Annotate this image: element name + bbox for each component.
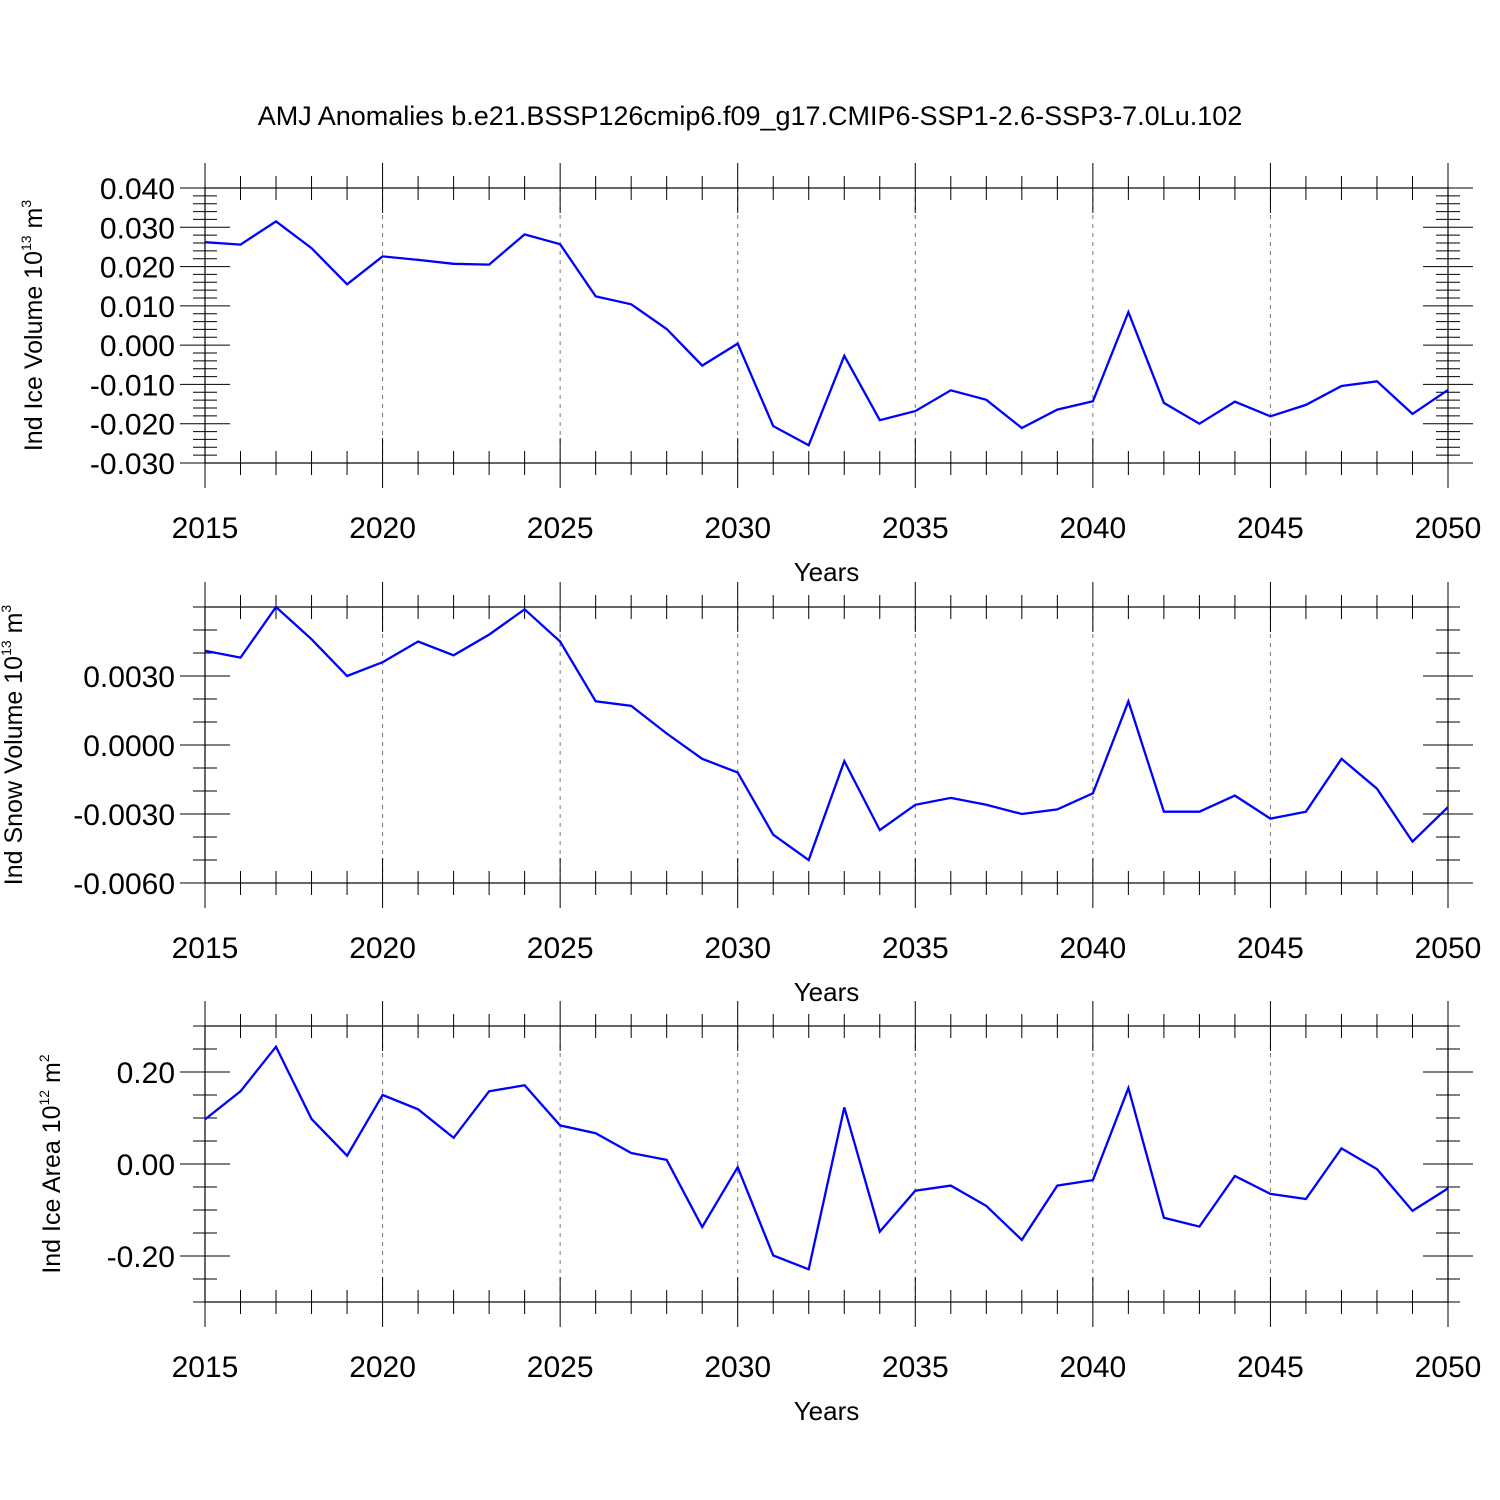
y-tick-label: -0.0030 [73,799,175,832]
x-tick-label: 2020 [349,932,416,965]
x-tick-label: 2025 [527,1351,594,1384]
y-tick-label: 0.0030 [83,661,175,694]
y-axis-title-text: Ind Ice Area 10 [38,1105,66,1273]
x-tick-label: 2035 [882,1351,949,1384]
x-tick-label: 2020 [349,1351,416,1384]
panel-ice-area: 2015 2020 2025 2030 2035 2040 2045 2050 Years -0.… [36,1001,1481,1426]
y-axis-title: Ind Snow Volume 1013 m3 [0,605,28,886]
x-tick-label: 2050 [1415,1351,1482,1384]
y-tick-label: -0.010 [90,369,175,402]
x-tick-label: 2050 [1415,932,1482,965]
x-tick-label: 2045 [1237,932,1304,965]
x-tick-label: 2030 [704,512,771,545]
x-tick-label: 2030 [704,932,771,965]
series-line [204,605,1449,862]
x-tick-label: 2030 [704,1351,771,1384]
y-tick-label: 0.010 [100,291,175,324]
y-axis-title-unit: m [38,1062,66,1090]
x-tick-label: 2025 [527,512,594,545]
x-axis-title: Years [794,977,860,1007]
y-tick-label: 0.040 [100,173,175,206]
y-axis-title-exponent: 13 [18,235,34,251]
y-tick-label: -0.030 [90,448,175,481]
y-tick-label: 0.020 [100,252,175,285]
x-tick-label: 2035 [882,932,949,965]
y-axis-title: Ind Ice Volume 1013 m3 [18,200,48,452]
y-axis-title-unit-exponent: 3 [0,605,14,613]
x-tick-label: 2025 [527,932,594,965]
panel-snow-volume: 2015 2020 2025 2030 2035 2040 2045 2050 Years -0.… [0,582,1481,1007]
x-tick-label: 2050 [1415,512,1482,545]
y-axis-title-unit: m [20,208,48,236]
y-tick-label: 0.20 [117,1057,175,1090]
x-tick-label: 2015 [172,1351,239,1384]
y-tick-label: 0.000 [100,330,175,363]
x-tick-label: 2015 [172,932,239,965]
y-axis-title-unit: m [0,613,28,641]
plot-frame [204,187,1449,464]
x-tick-label: 2015 [172,512,239,545]
y-axis-title-unit-exponent: 3 [18,200,34,208]
y-tick-label: -0.020 [90,409,175,442]
series-line [204,219,1449,447]
x-tick-label: 2020 [349,512,416,545]
figure-title: AMJ Anomalies b.e21.BSSP126cmip6.f09_g17… [258,101,1243,131]
y-axis-title-exponent: 13 [0,640,14,656]
series-line [204,1044,1449,1271]
x-axis-title: Years [794,1396,860,1426]
x-tick-label: 2040 [1059,932,1126,965]
x-tick-label: 2045 [1237,512,1304,545]
y-tick-label: -0.0060 [73,868,175,901]
y-axis-title-text: Ind Snow Volume 10 [0,656,28,885]
x-tick-label: 2040 [1059,512,1126,545]
y-tick-label: -0.20 [107,1241,175,1274]
y-tick-label: 0.0000 [83,730,175,763]
y-axis-title-text: Ind Ice Volume 10 [20,251,48,451]
x-tick-label: 2045 [1237,1351,1304,1384]
x-tick-label: 2040 [1059,1351,1126,1384]
y-axis-title: Ind Ice Area 1012 m2 [36,1054,66,1274]
y-tick-label: 0.00 [117,1149,175,1182]
y-axis-title-unit-exponent: 2 [36,1054,52,1062]
panel-ice-volume: 2015 2020 2025 2030 2035 2040 2045 2050 Years -0.… [18,163,1481,587]
y-axis-title-exponent: 12 [36,1090,52,1106]
y-tick-label: 0.030 [100,212,175,245]
x-tick-label: 2035 [882,512,949,545]
x-axis-title: Years [794,557,860,587]
